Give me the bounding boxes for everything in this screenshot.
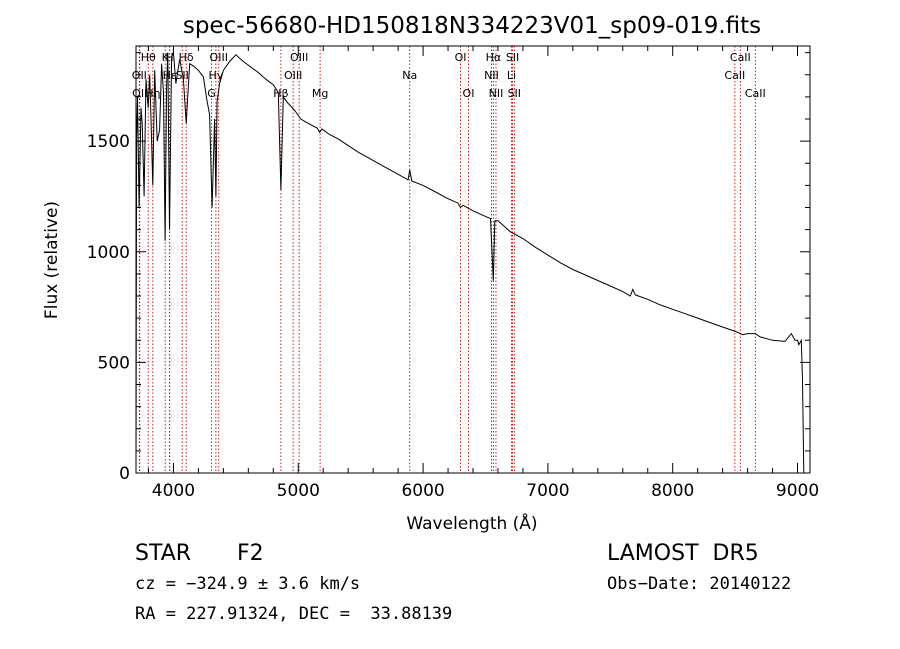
line-marker-label: Hβ xyxy=(273,87,288,100)
line-marker-label: OIII xyxy=(210,51,228,64)
line-marker-label: Hδ xyxy=(179,51,194,64)
y-tick-label: 1500 xyxy=(87,132,130,152)
x-tick-label: 6000 xyxy=(401,481,444,501)
line-marker-label: Mg xyxy=(312,87,328,100)
line-marker-label: NII xyxy=(489,87,504,100)
line-marker-label: H xyxy=(165,51,173,64)
object-type: STAR xyxy=(135,541,192,566)
line-marker-label: OIII xyxy=(284,69,302,82)
redshift-velocity: cz = −324.9 ± 3.6 km/s xyxy=(135,574,361,594)
line-marker-label: OI xyxy=(455,51,467,64)
line-marker-label: NII xyxy=(484,69,499,82)
line-marker-label: OII xyxy=(132,69,147,82)
line-marker-label: CaII xyxy=(745,87,766,100)
coordinates: RA = 227.91324, DEC = 33.88139 xyxy=(135,604,453,624)
line-marker-label: CaII xyxy=(724,69,745,82)
line-marker-label: Hε xyxy=(163,69,177,82)
x-tick-label: 8000 xyxy=(651,481,694,501)
line-marker-label: OI xyxy=(463,87,475,100)
line-marker-label: Hθ xyxy=(141,51,156,64)
x-tick-label: 4000 xyxy=(152,481,195,501)
spectral-subclass: F2 xyxy=(237,541,264,566)
line-marker-label: Li xyxy=(507,69,516,82)
line-marker-label: OII xyxy=(132,87,147,100)
x-tick-label: 7000 xyxy=(526,481,569,501)
y-axis-label: Flux (relative) xyxy=(42,201,62,319)
chart-title: spec-56680-HD150818N334223V01_sp09-019.f… xyxy=(183,13,761,39)
y-tick-label: 500 xyxy=(98,353,130,373)
survey-name: LAMOST DR5 xyxy=(607,541,759,566)
line-marker-label: G xyxy=(207,87,216,100)
line-marker-label: SII xyxy=(508,87,521,100)
line-marker-label: K xyxy=(162,51,170,64)
line-marker-label: OIII xyxy=(290,51,308,64)
line-marker-label: SII xyxy=(175,69,188,82)
x-tick-label: 5000 xyxy=(277,481,320,501)
spectrum-line xyxy=(135,52,805,474)
plot-frame xyxy=(135,45,811,474)
x-axis-label: Wavelength (Å) xyxy=(406,512,537,534)
observation-date: Obs−Date: 20140122 xyxy=(607,574,792,594)
line-marker-label: Na xyxy=(402,69,417,82)
x-tick-label: 9000 xyxy=(776,481,819,501)
line-marker-label: Hγ xyxy=(208,69,223,82)
line-marker-label: Hη xyxy=(145,87,160,100)
line-marker-label: CaII xyxy=(730,51,751,64)
line-marker-label: Hα xyxy=(486,51,502,64)
y-tick-label: 0 xyxy=(119,464,130,484)
line-marker-label: SII xyxy=(506,51,519,64)
y-tick-label: 1000 xyxy=(87,243,130,263)
